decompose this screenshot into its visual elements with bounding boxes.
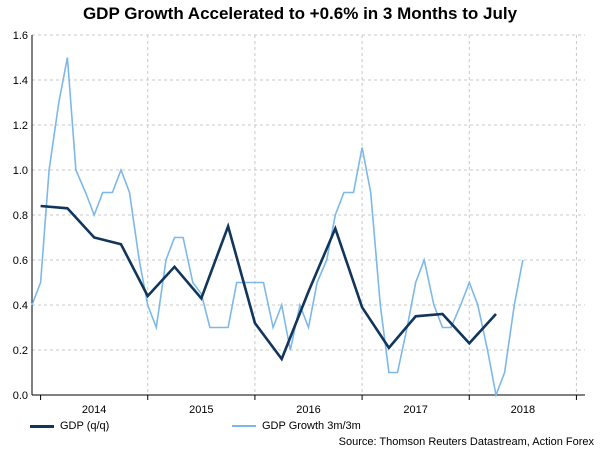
x-tick-label: 2018 bbox=[511, 404, 535, 416]
legend-label-gdp-3m: GDP Growth 3m/3m bbox=[262, 420, 361, 432]
x-tick-label: 2017 bbox=[403, 404, 427, 416]
series-line-gdp bbox=[40, 204, 497, 362]
y-tick-label: 0.8 bbox=[13, 210, 28, 222]
legend-swatch-gdp-3m bbox=[232, 425, 256, 427]
x-tick-label: 2016 bbox=[296, 404, 320, 416]
y-tick-label: 1.0 bbox=[13, 165, 28, 177]
legend-swatch-gdp bbox=[30, 424, 54, 428]
y-tick-label: 0.2 bbox=[13, 345, 28, 357]
y-tick-label: 1.2 bbox=[13, 120, 28, 132]
legend-label-gdp: GDP (q/q) bbox=[60, 420, 110, 432]
legend-item-gdp-3m: GDP Growth 3m/3m bbox=[232, 420, 361, 432]
y-tick-label: 0.6 bbox=[13, 255, 28, 267]
y-tick-label: 1.4 bbox=[13, 75, 28, 87]
source-note: Source: Thomson Reuters Datastream, Acti… bbox=[338, 436, 594, 448]
x-tick-label: 2015 bbox=[189, 404, 213, 416]
y-tick-label: 0.0 bbox=[13, 390, 28, 402]
legend: GDP (q/q) GDP Growth 3m/3m bbox=[0, 420, 600, 450]
chart-title: GDP Growth Accelerated to +0.6% in 3 Mon… bbox=[82, 4, 518, 23]
x-tick-label: 2014 bbox=[82, 404, 106, 416]
y-tick-label: 1.6 bbox=[13, 30, 28, 42]
y-tick-label: 0.4 bbox=[13, 300, 28, 312]
series-line-gdp-3m bbox=[31, 57, 524, 398]
legend-item-gdp: GDP (q/q) bbox=[30, 420, 109, 432]
